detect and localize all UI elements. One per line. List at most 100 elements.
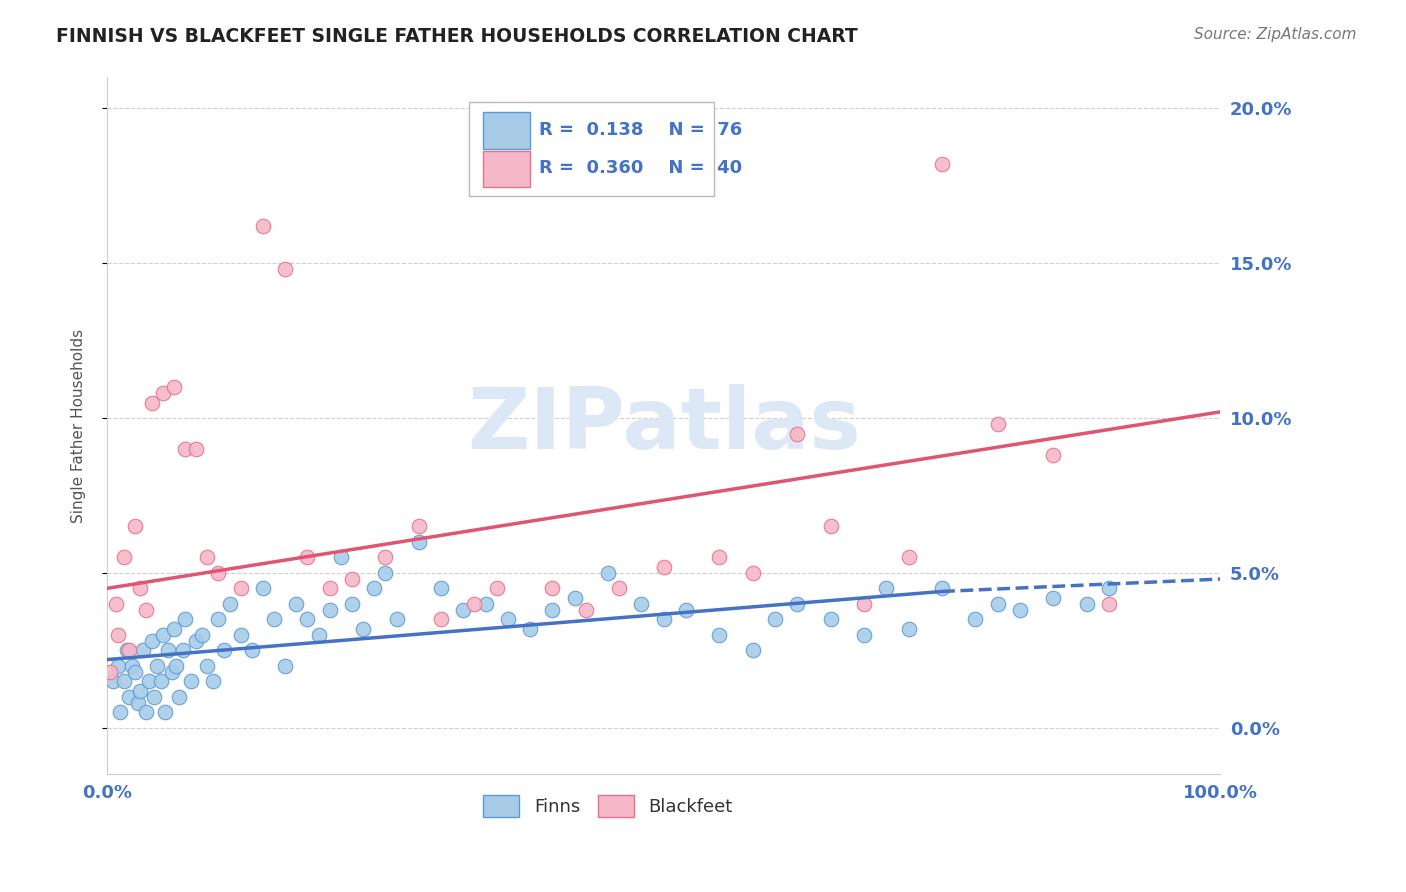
Point bbox=[118, 690, 141, 704]
Point bbox=[741, 566, 763, 580]
Point bbox=[135, 705, 157, 719]
Point bbox=[319, 603, 342, 617]
Text: Source: ZipAtlas.com: Source: ZipAtlas.com bbox=[1194, 27, 1357, 42]
Point bbox=[541, 582, 564, 596]
Point bbox=[297, 612, 319, 626]
Point bbox=[107, 628, 129, 642]
Point bbox=[195, 550, 218, 565]
Point bbox=[112, 550, 135, 565]
Point bbox=[142, 690, 165, 704]
Point bbox=[340, 597, 363, 611]
Point bbox=[252, 219, 274, 233]
Point bbox=[124, 665, 146, 679]
Text: R =  0.360    N =  40: R = 0.360 N = 40 bbox=[538, 159, 742, 177]
Point bbox=[496, 612, 519, 626]
Point bbox=[430, 612, 453, 626]
Point bbox=[121, 658, 143, 673]
Point bbox=[1042, 448, 1064, 462]
Point bbox=[564, 591, 586, 605]
Point bbox=[853, 597, 876, 611]
Point bbox=[374, 550, 396, 565]
Point bbox=[153, 705, 176, 719]
Point bbox=[274, 262, 297, 277]
Point bbox=[709, 550, 731, 565]
Point bbox=[875, 582, 897, 596]
Point bbox=[174, 442, 197, 456]
Point bbox=[152, 628, 174, 642]
Point bbox=[100, 665, 122, 679]
Point bbox=[741, 643, 763, 657]
Point bbox=[163, 622, 186, 636]
Point bbox=[820, 612, 842, 626]
Point bbox=[319, 582, 342, 596]
Y-axis label: Single Father Households: Single Father Households bbox=[72, 329, 86, 523]
Point bbox=[675, 603, 697, 617]
Point bbox=[229, 628, 252, 642]
Point bbox=[363, 582, 385, 596]
Point bbox=[1008, 603, 1031, 617]
Point bbox=[308, 628, 330, 642]
Point bbox=[149, 674, 172, 689]
Point bbox=[453, 603, 475, 617]
Point bbox=[897, 622, 920, 636]
Point bbox=[240, 643, 263, 657]
Point bbox=[763, 612, 786, 626]
Legend: Finns, Blackfeet: Finns, Blackfeet bbox=[477, 788, 740, 824]
Point bbox=[184, 442, 207, 456]
Point bbox=[112, 674, 135, 689]
Point bbox=[174, 612, 197, 626]
Point bbox=[329, 550, 352, 565]
Point bbox=[263, 612, 285, 626]
Point bbox=[131, 643, 153, 657]
Point bbox=[408, 519, 430, 533]
Point bbox=[408, 535, 430, 549]
FancyBboxPatch shape bbox=[468, 102, 714, 196]
Point bbox=[931, 582, 953, 596]
Point bbox=[786, 426, 808, 441]
Point bbox=[110, 705, 132, 719]
Point bbox=[607, 582, 630, 596]
Point bbox=[163, 380, 186, 394]
Point bbox=[127, 696, 149, 710]
Point bbox=[519, 622, 541, 636]
Point bbox=[115, 643, 138, 657]
Point bbox=[118, 643, 141, 657]
Text: R =  0.138    N =  76: R = 0.138 N = 76 bbox=[538, 120, 742, 138]
Point bbox=[141, 395, 163, 409]
Point bbox=[485, 582, 508, 596]
Point bbox=[374, 566, 396, 580]
Point bbox=[195, 658, 218, 673]
Point bbox=[541, 603, 564, 617]
Point bbox=[218, 597, 240, 611]
Point bbox=[297, 550, 319, 565]
Point bbox=[274, 658, 297, 673]
Point bbox=[252, 582, 274, 596]
Point bbox=[129, 683, 152, 698]
Point bbox=[430, 582, 453, 596]
Point bbox=[160, 665, 183, 679]
Point bbox=[352, 622, 374, 636]
Point bbox=[987, 417, 1010, 432]
Point bbox=[853, 628, 876, 642]
Point bbox=[138, 674, 160, 689]
Point bbox=[207, 612, 229, 626]
Point bbox=[207, 566, 229, 580]
Point bbox=[180, 674, 202, 689]
Point bbox=[229, 582, 252, 596]
Point bbox=[135, 603, 157, 617]
Point bbox=[124, 519, 146, 533]
Point bbox=[184, 634, 207, 648]
Point bbox=[152, 386, 174, 401]
Point bbox=[474, 597, 496, 611]
Point bbox=[385, 612, 408, 626]
FancyBboxPatch shape bbox=[484, 151, 530, 186]
Point bbox=[463, 597, 485, 611]
Point bbox=[575, 603, 598, 617]
Point bbox=[965, 612, 987, 626]
Point bbox=[1042, 591, 1064, 605]
Point bbox=[1098, 582, 1121, 596]
Point bbox=[820, 519, 842, 533]
Point bbox=[157, 643, 180, 657]
Point bbox=[340, 572, 363, 586]
Text: FINNISH VS BLACKFEET SINGLE FATHER HOUSEHOLDS CORRELATION CHART: FINNISH VS BLACKFEET SINGLE FATHER HOUSE… bbox=[56, 27, 858, 45]
